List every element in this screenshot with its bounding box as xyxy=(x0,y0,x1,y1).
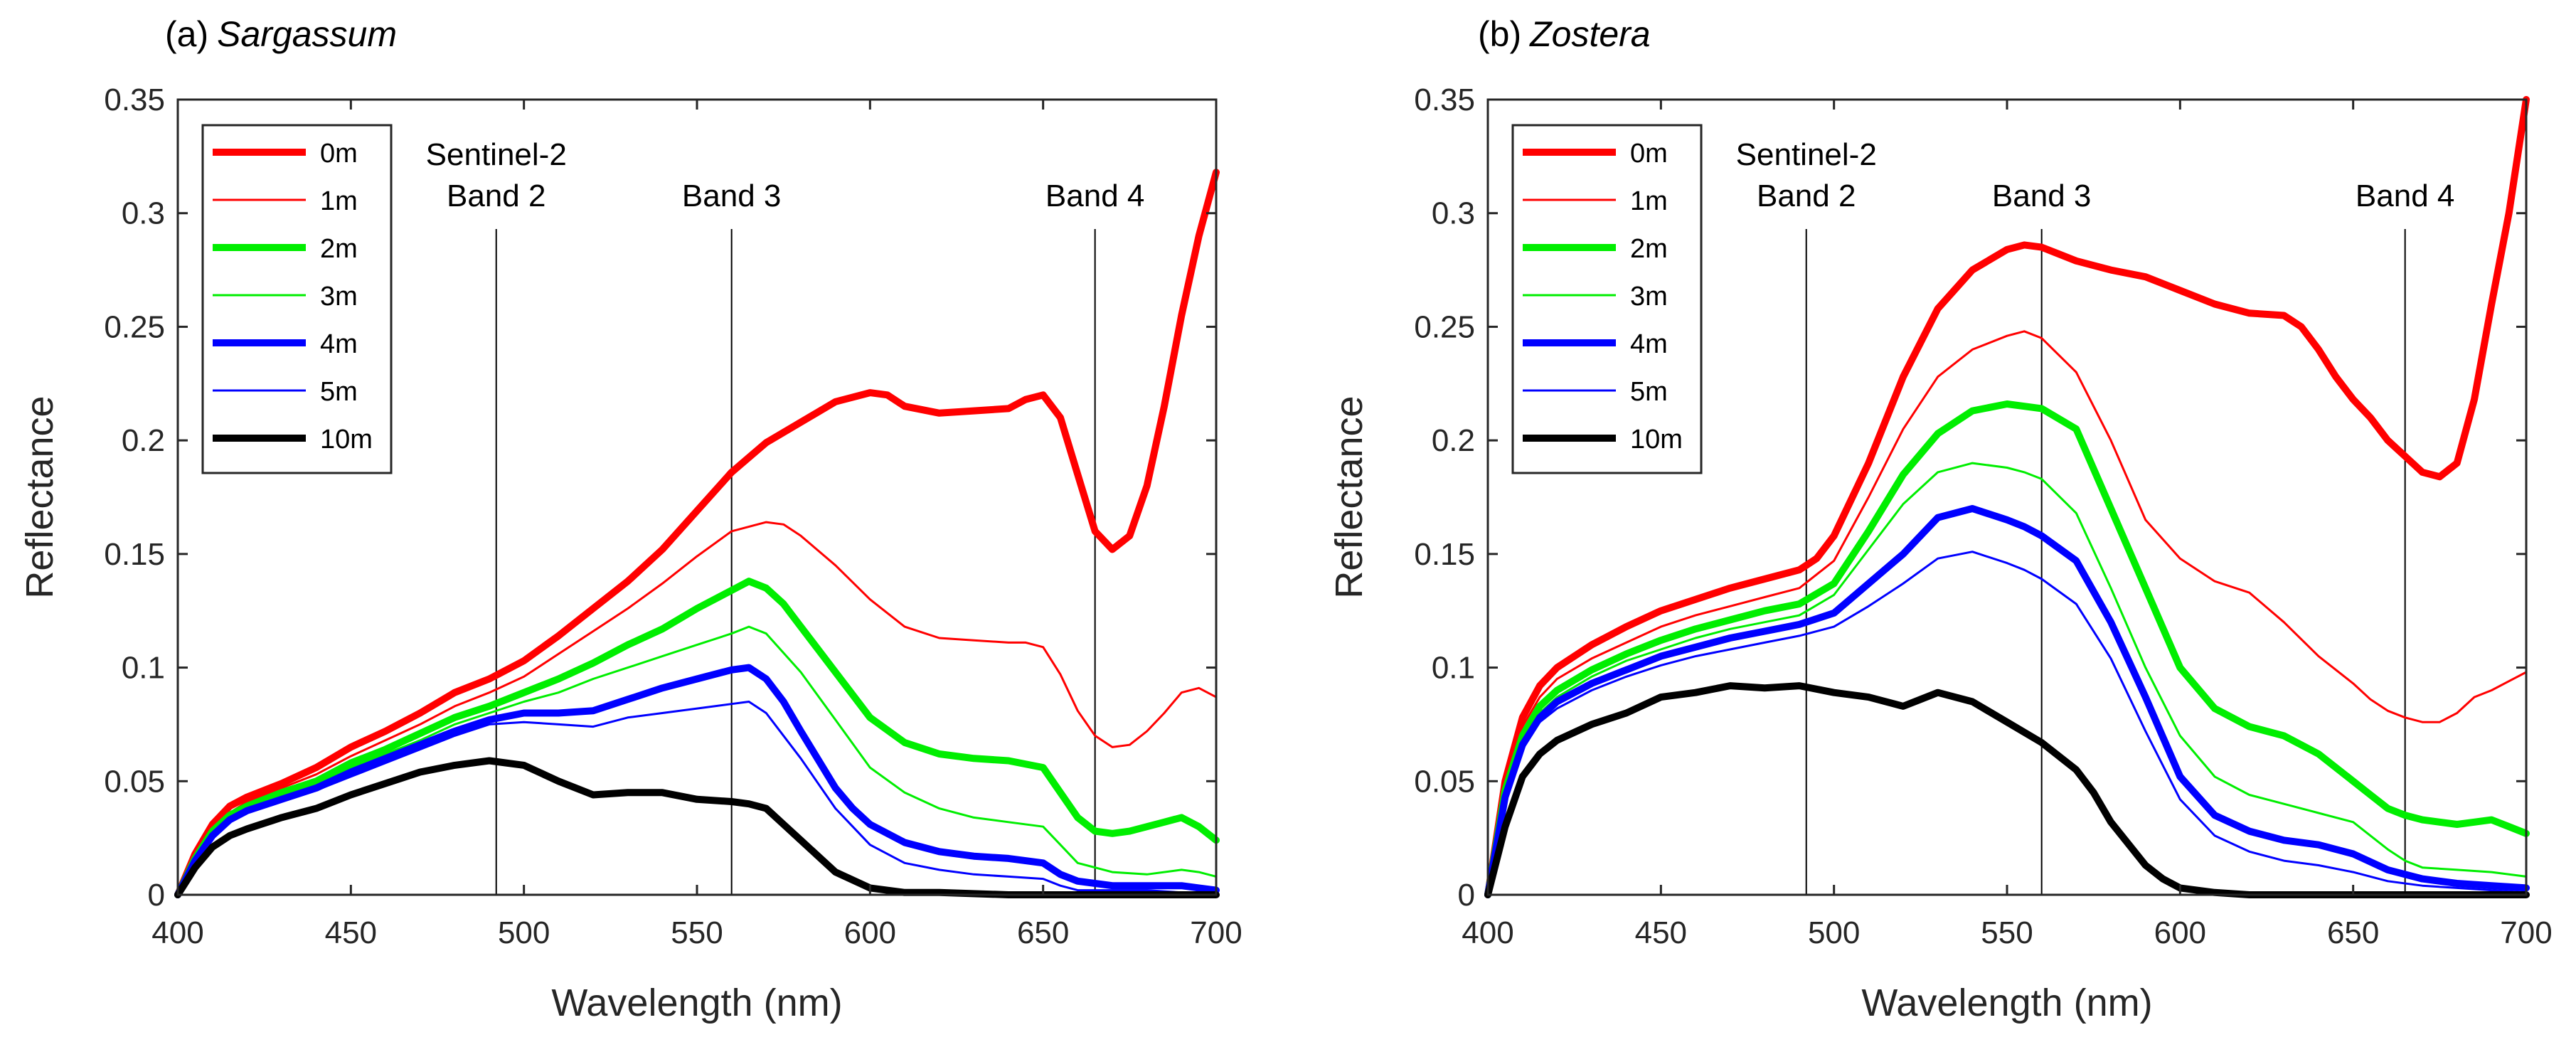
y-tick-label: 0.35 xyxy=(104,83,165,117)
series-line-4m xyxy=(174,664,1220,898)
x-tick-label: 700 xyxy=(1190,915,1242,950)
legend-label-1m: 1m xyxy=(320,186,358,216)
series-line-0m xyxy=(1484,96,2530,898)
band-label: Band 4 xyxy=(1045,179,1144,213)
x-tick-label: 450 xyxy=(325,915,377,950)
y-tick-label: 0.2 xyxy=(122,423,165,458)
series-line-1m xyxy=(176,521,1218,896)
panel-title: Zostera xyxy=(1529,14,1651,54)
y-tick-label: 0.2 xyxy=(1432,423,1475,458)
chart-title: (b) Zostera xyxy=(1478,14,1651,54)
legend-label-2m: 2m xyxy=(320,234,358,264)
band-label: Band 2 xyxy=(1757,179,1856,213)
x-tick-label: 450 xyxy=(1635,915,1687,950)
chart-title: (a) Sargassum xyxy=(165,14,397,54)
y-tick-label: 0.25 xyxy=(1414,309,1475,344)
band-label: Band 3 xyxy=(1992,179,2091,213)
legend-box xyxy=(201,124,393,474)
legend-label-10m: 10m xyxy=(1630,425,1683,455)
x-axis-label: Wavelength (nm) xyxy=(551,982,842,1024)
panel-a: (a) Sargassum Sentinel-2 Band 2 Band 3 Band 4… xyxy=(18,14,1242,1024)
x-tick-label: 400 xyxy=(151,915,203,950)
legend-box xyxy=(1511,124,1703,474)
legend-label-0m: 0m xyxy=(1630,139,1668,169)
band-label: Sentinel-2 xyxy=(1736,137,1877,172)
x-tick-label: 550 xyxy=(1981,915,2033,950)
y-tick-label: 0.25 xyxy=(104,309,165,344)
x-tick-label: 400 xyxy=(1462,915,1513,950)
x-tick-label: 650 xyxy=(2327,915,2379,950)
legend-label-3m: 3m xyxy=(320,282,358,312)
band-label: Sentinel-2 xyxy=(426,137,567,172)
x-tick-label: 600 xyxy=(2154,915,2206,950)
y-tick-label: 0.3 xyxy=(1432,196,1475,231)
y-tick-label: 0.3 xyxy=(122,196,165,231)
legend-label-4m: 4m xyxy=(320,329,358,359)
y-tick-label: 0.1 xyxy=(122,651,165,686)
panel-title: Sargassum xyxy=(217,14,397,54)
x-tick-label: 500 xyxy=(1808,915,1860,950)
series-line-10m xyxy=(1484,682,2530,898)
y-tick-label: 0.15 xyxy=(104,537,165,572)
panel-b: (b) Zostera Sentinel-2 Band 2 Band 3 Band 4 40… xyxy=(1328,14,2553,1024)
x-tick-label: 500 xyxy=(498,915,550,950)
series-line-1m xyxy=(1486,330,2528,896)
series-line-2m xyxy=(174,578,1220,898)
panel-label: (a) xyxy=(165,14,208,54)
x-tick-label: 700 xyxy=(2500,915,2552,950)
band-label: Band 2 xyxy=(447,179,545,213)
series-line-10m xyxy=(174,757,1220,898)
x-tick-label: 550 xyxy=(671,915,723,950)
y-tick-label: 0.35 xyxy=(1414,83,1475,117)
series-line-2m xyxy=(1484,400,2530,898)
y-axis-label: Reflectance xyxy=(1328,395,1371,598)
series-line-5m xyxy=(1486,551,2528,896)
legend-label-1m: 1m xyxy=(1630,186,1668,216)
legend-label-0m: 0m xyxy=(320,139,358,169)
y-tick-label: 0 xyxy=(1458,878,1475,913)
series-line-0m xyxy=(174,169,1220,898)
series-line-4m xyxy=(1484,505,2530,898)
y-tick-label: 0.05 xyxy=(104,764,165,799)
legend-label-4m: 4m xyxy=(1630,329,1668,359)
y-axis-label: Reflectance xyxy=(18,395,61,598)
legend-label-5m: 5m xyxy=(1630,377,1668,407)
y-tick-label: 0.05 xyxy=(1414,764,1475,799)
band-label: Band 3 xyxy=(682,179,781,213)
x-tick-label: 600 xyxy=(844,915,896,950)
series-line-5m xyxy=(176,701,1218,896)
legend-label-2m: 2m xyxy=(1630,234,1668,264)
x-axis-label: Wavelength (nm) xyxy=(1861,982,2152,1024)
series-line-3m xyxy=(1486,462,2528,896)
y-tick-label: 0 xyxy=(148,878,165,913)
y-tick-label: 0.1 xyxy=(1432,651,1475,686)
band-label: Band 4 xyxy=(2356,179,2454,213)
legend-label-3m: 3m xyxy=(1630,282,1668,312)
legend-label-10m: 10m xyxy=(320,425,373,455)
y-tick-label: 0.15 xyxy=(1414,537,1475,572)
panel-label: (b) xyxy=(1478,14,1521,54)
x-tick-label: 650 xyxy=(1017,915,1069,950)
legend-label-5m: 5m xyxy=(320,377,358,407)
